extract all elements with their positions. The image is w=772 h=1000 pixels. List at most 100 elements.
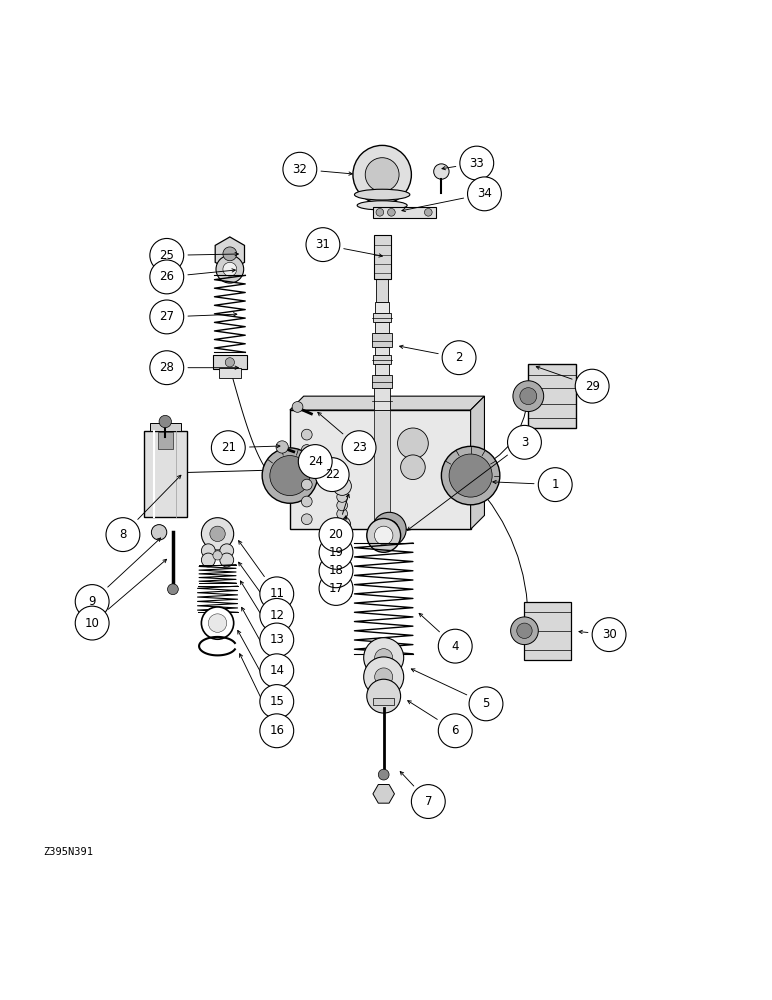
Circle shape: [376, 208, 384, 216]
Polygon shape: [215, 237, 245, 271]
Circle shape: [507, 425, 541, 459]
Circle shape: [334, 516, 350, 533]
Text: 10: 10: [85, 617, 100, 630]
Circle shape: [337, 500, 347, 511]
Text: 13: 13: [269, 633, 284, 646]
Text: 23: 23: [351, 441, 367, 454]
FancyBboxPatch shape: [144, 431, 187, 517]
Text: 28: 28: [159, 361, 174, 374]
Circle shape: [388, 208, 395, 216]
Circle shape: [438, 714, 472, 748]
Circle shape: [460, 146, 493, 180]
Circle shape: [150, 351, 184, 385]
Circle shape: [208, 614, 227, 632]
Circle shape: [201, 607, 234, 639]
FancyBboxPatch shape: [372, 333, 392, 347]
Circle shape: [270, 456, 310, 496]
Circle shape: [260, 623, 293, 657]
Text: 4: 4: [452, 640, 459, 653]
Circle shape: [212, 431, 245, 465]
Circle shape: [159, 415, 171, 428]
Circle shape: [210, 526, 225, 542]
Polygon shape: [290, 396, 485, 410]
Text: 6: 6: [452, 724, 459, 737]
Text: 24: 24: [308, 455, 323, 468]
Circle shape: [319, 572, 353, 605]
Circle shape: [372, 512, 406, 546]
Circle shape: [364, 638, 404, 678]
FancyBboxPatch shape: [528, 364, 576, 428]
Circle shape: [220, 553, 234, 567]
Circle shape: [380, 520, 398, 538]
Circle shape: [325, 473, 339, 487]
Text: 14: 14: [269, 664, 284, 677]
Circle shape: [520, 388, 537, 405]
Circle shape: [468, 177, 501, 211]
FancyBboxPatch shape: [219, 368, 241, 378]
Circle shape: [301, 496, 312, 507]
Circle shape: [342, 431, 376, 465]
Text: 27: 27: [159, 310, 174, 323]
Text: 11: 11: [269, 587, 284, 600]
Circle shape: [513, 381, 543, 412]
FancyBboxPatch shape: [373, 207, 436, 218]
Circle shape: [306, 228, 340, 262]
Text: 29: 29: [584, 380, 600, 393]
Text: 25: 25: [159, 249, 174, 262]
Circle shape: [223, 247, 237, 261]
Text: 8: 8: [119, 528, 127, 541]
Circle shape: [438, 629, 472, 663]
FancyBboxPatch shape: [373, 355, 391, 364]
Circle shape: [168, 584, 178, 595]
Text: 9: 9: [89, 595, 96, 608]
Circle shape: [374, 526, 393, 545]
Circle shape: [411, 785, 445, 818]
Text: 12: 12: [269, 609, 284, 622]
Circle shape: [301, 429, 312, 440]
Circle shape: [398, 428, 428, 459]
Circle shape: [319, 518, 353, 552]
FancyBboxPatch shape: [375, 302, 389, 313]
Circle shape: [201, 553, 215, 567]
Circle shape: [225, 358, 235, 367]
Text: 16: 16: [269, 724, 284, 737]
Text: 30: 30: [601, 628, 617, 641]
Circle shape: [319, 554, 353, 588]
Polygon shape: [373, 785, 394, 803]
Circle shape: [298, 445, 332, 478]
Text: 18: 18: [329, 564, 344, 577]
FancyBboxPatch shape: [373, 313, 391, 322]
FancyBboxPatch shape: [213, 355, 247, 369]
Circle shape: [75, 585, 109, 618]
Circle shape: [262, 448, 317, 503]
Circle shape: [223, 262, 237, 276]
Circle shape: [301, 514, 312, 525]
Circle shape: [469, 687, 503, 721]
Circle shape: [575, 369, 609, 403]
Circle shape: [151, 525, 167, 540]
FancyBboxPatch shape: [374, 388, 390, 410]
Text: 33: 33: [469, 157, 484, 170]
Circle shape: [150, 238, 184, 272]
Circle shape: [260, 654, 293, 688]
Circle shape: [201, 518, 234, 550]
Text: 26: 26: [159, 270, 174, 283]
FancyBboxPatch shape: [376, 272, 388, 302]
Text: 21: 21: [221, 441, 235, 454]
Text: 22: 22: [325, 468, 340, 481]
Circle shape: [516, 623, 532, 638]
Circle shape: [260, 577, 293, 611]
Circle shape: [364, 657, 404, 697]
Circle shape: [301, 445, 312, 455]
Ellipse shape: [354, 189, 410, 200]
Circle shape: [365, 158, 399, 192]
Circle shape: [315, 458, 349, 492]
FancyBboxPatch shape: [290, 410, 471, 529]
Text: 2: 2: [455, 351, 463, 364]
Text: 1: 1: [551, 478, 559, 491]
Circle shape: [592, 618, 626, 652]
Circle shape: [337, 508, 347, 519]
Circle shape: [319, 535, 353, 569]
Circle shape: [75, 606, 109, 640]
Text: 7: 7: [425, 795, 432, 808]
